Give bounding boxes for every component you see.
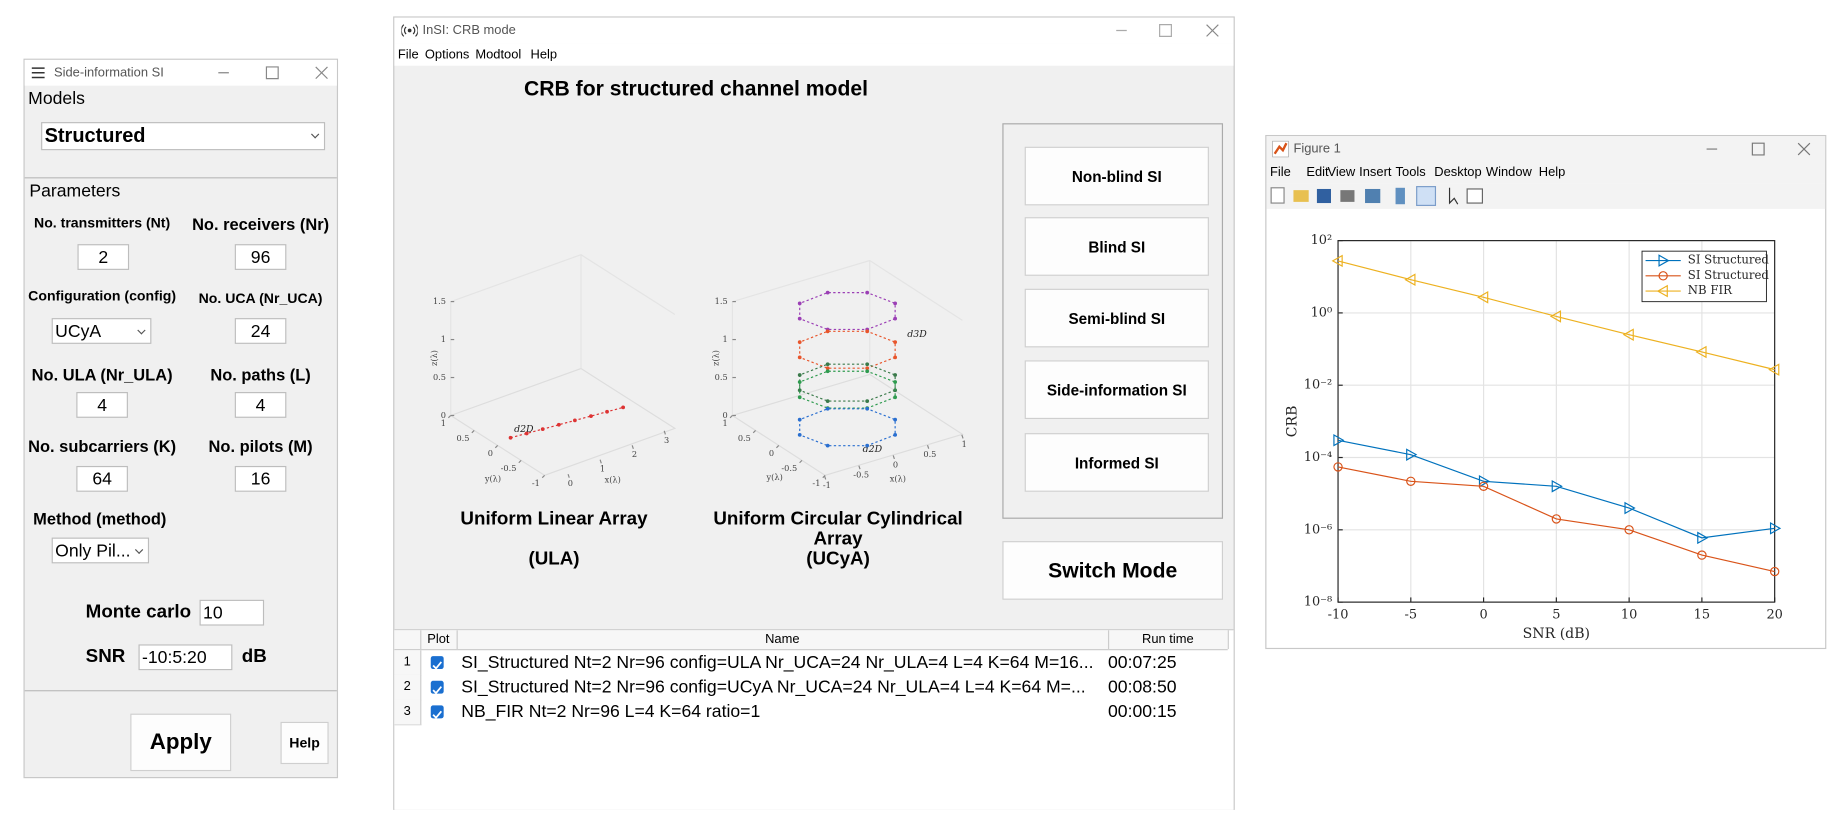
dropdown[interactable]: UCyA bbox=[51, 318, 152, 344]
text-input[interactable]: 64 bbox=[76, 465, 128, 492]
separator bbox=[24, 177, 337, 179]
mode-button[interactable]: Blind SI bbox=[1024, 217, 1209, 276]
check bbox=[432, 661, 443, 670]
row-runtime: 00:00:15 bbox=[1107, 701, 1177, 722]
plot-checkbox[interactable] bbox=[430, 705, 444, 720]
array-name: Uniform Circular Cylindrical Array bbox=[713, 509, 963, 550]
menu-item[interactable]: Desktop bbox=[1434, 165, 1482, 180]
row-name: NB_FIR Nt=2 Nr=96 L=4 K=64 ratio=1 bbox=[461, 701, 761, 722]
dropdown[interactable]: Only Pil... bbox=[51, 537, 150, 564]
mode-button[interactable]: Non-blind SI bbox=[1024, 146, 1209, 206]
array-abbr: (ULA) bbox=[528, 549, 580, 570]
check bbox=[432, 710, 443, 720]
corner-cell bbox=[394, 630, 422, 650]
text-input[interactable]: 96 bbox=[234, 244, 287, 270]
field-label: Configuration (config) bbox=[28, 287, 177, 304]
row-name: SI_Structured Nt=2 Nr=96 config=UCyA Nr_… bbox=[461, 677, 1086, 698]
window-title: Figure 1 bbox=[1293, 142, 1341, 157]
figure-window: Figure 1 File Edit View Insert Tools Desktop W… bbox=[1265, 134, 1827, 650]
window-controls[interactable] bbox=[1701, 142, 1824, 156]
menu-item[interactable]: Insert bbox=[1359, 165, 1392, 180]
model-dropdown[interactable]: Structured bbox=[41, 122, 326, 151]
field-label: SNR bbox=[85, 646, 126, 667]
text-input[interactable]: 4 bbox=[76, 392, 128, 418]
menu-item[interactable]: Edit bbox=[1306, 165, 1329, 180]
row-number: 3 bbox=[394, 699, 422, 726]
title-bar: Side-information SI bbox=[24, 59, 337, 86]
results-table: Plot Name Run time 1 SI_Structured Nt=2 Nr=9… bbox=[394, 629, 1234, 810]
field-label: Monte carlo bbox=[85, 602, 192, 623]
text-input[interactable]: 16 bbox=[234, 465, 287, 492]
text-input[interactable]: -10:5:20 bbox=[138, 644, 233, 671]
menu-item[interactable]: Tools bbox=[1395, 165, 1426, 180]
help-button[interactable]: Help bbox=[280, 721, 329, 765]
field-label: Method (method) bbox=[33, 509, 167, 529]
mode-button[interactable]: Semi-blind SI bbox=[1024, 288, 1209, 348]
array-name: Uniform Linear Array bbox=[460, 509, 648, 530]
check bbox=[432, 686, 443, 695]
menu-item[interactable]: Help bbox=[1538, 165, 1566, 180]
apply-button[interactable]: Apply bbox=[130, 713, 232, 772]
field-label: No. paths (L) bbox=[210, 365, 311, 384]
column-header: Run time bbox=[1108, 630, 1229, 650]
mode-button[interactable]: Side-information SI bbox=[1024, 360, 1209, 420]
matlab-icon bbox=[1272, 140, 1289, 158]
menu-bar: File Options Modtool Help bbox=[394, 43, 1234, 66]
plot-checkbox[interactable] bbox=[430, 680, 444, 695]
field-label: No. pilots (M) bbox=[208, 436, 313, 456]
app-icon bbox=[401, 24, 418, 37]
window-controls[interactable] bbox=[1113, 23, 1230, 37]
menu-item[interactable]: Modtool bbox=[475, 48, 522, 63]
plot-checkbox[interactable] bbox=[430, 656, 444, 670]
row-number: 1 bbox=[394, 650, 422, 677]
toolbar bbox=[1266, 183, 1826, 209]
title-bar: InSI: CRB mode bbox=[394, 17, 1234, 44]
menu-item[interactable]: View bbox=[1327, 165, 1356, 180]
menu-icon[interactable] bbox=[31, 67, 46, 79]
window-title: InSI: CRB mode bbox=[422, 23, 516, 38]
toolbar-icons[interactable] bbox=[1266, 183, 1489, 209]
window-title: Side-information SI bbox=[53, 65, 164, 80]
row-runtime: 00:08:50 bbox=[1107, 677, 1177, 698]
unit-label: dB bbox=[241, 646, 267, 667]
menu-bar: File Edit View Insert Tools Desktop Window Help bbox=[1266, 161, 1826, 184]
main-window: InSI: CRB mode File Options Modtool Help CR… bbox=[393, 16, 1235, 810]
row-runtime: 00:07:25 bbox=[1107, 652, 1177, 673]
field-label: No. receivers (Nr) bbox=[192, 214, 330, 234]
field-label: No. transmitters (Nt) bbox=[34, 214, 171, 232]
menu-item[interactable]: File bbox=[1269, 165, 1291, 180]
separator bbox=[24, 690, 337, 692]
column-header: Name bbox=[457, 630, 1110, 650]
mode-button[interactable]: Informed SI bbox=[1024, 433, 1209, 492]
text-input[interactable]: 24 bbox=[234, 318, 287, 344]
text-input[interactable]: 2 bbox=[77, 244, 130, 270]
switch-mode-button[interactable]: Switch Mode bbox=[1002, 541, 1224, 600]
array-abbr: (UCyA) bbox=[806, 549, 870, 570]
side-window: Side-information SI Models Structured Pa… bbox=[23, 58, 339, 779]
group-label: Parameters bbox=[29, 181, 121, 202]
window-controls[interactable] bbox=[212, 66, 335, 80]
field-label: No. UCA (Nr_UCA) bbox=[198, 289, 323, 307]
text-input[interactable]: 10 bbox=[199, 599, 265, 626]
table-header bbox=[394, 630, 1228, 651]
text-input[interactable]: 4 bbox=[234, 392, 287, 418]
field-label: No. subcarriers (K) bbox=[28, 436, 177, 456]
field-label: No. ULA (Nr_ULA) bbox=[31, 365, 173, 384]
title-bar: Figure 1 bbox=[1266, 136, 1826, 162]
menu-item[interactable]: File bbox=[397, 48, 419, 63]
menu-item[interactable]: Options bbox=[424, 48, 470, 63]
mode-panel: Non-blind SI Blind SI Semi-blind SI Side-in… bbox=[1002, 123, 1224, 519]
row-name: SI_Structured Nt=2 Nr=96 config=ULA Nr_U… bbox=[461, 652, 1094, 673]
menu-item[interactable]: Help bbox=[530, 48, 558, 63]
column-header: Plot bbox=[420, 630, 458, 650]
menu-item[interactable]: Window bbox=[1485, 165, 1532, 180]
row-number: 2 bbox=[394, 674, 422, 701]
group-label: Models bbox=[28, 88, 85, 109]
heading: CRB for structured channel model bbox=[524, 76, 868, 101]
